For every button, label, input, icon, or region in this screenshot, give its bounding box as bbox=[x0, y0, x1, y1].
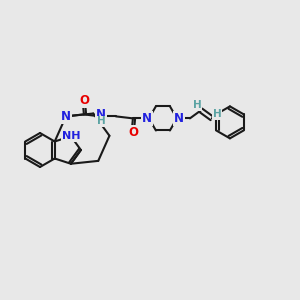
Text: O: O bbox=[79, 94, 89, 107]
Text: N: N bbox=[96, 108, 106, 121]
Text: H: H bbox=[193, 100, 201, 110]
Text: H: H bbox=[212, 110, 221, 119]
Text: N: N bbox=[174, 112, 184, 125]
Text: N: N bbox=[61, 110, 71, 123]
Text: O: O bbox=[128, 126, 138, 139]
Text: NH: NH bbox=[61, 131, 80, 141]
Text: H: H bbox=[97, 116, 105, 126]
Text: N: N bbox=[142, 112, 152, 125]
